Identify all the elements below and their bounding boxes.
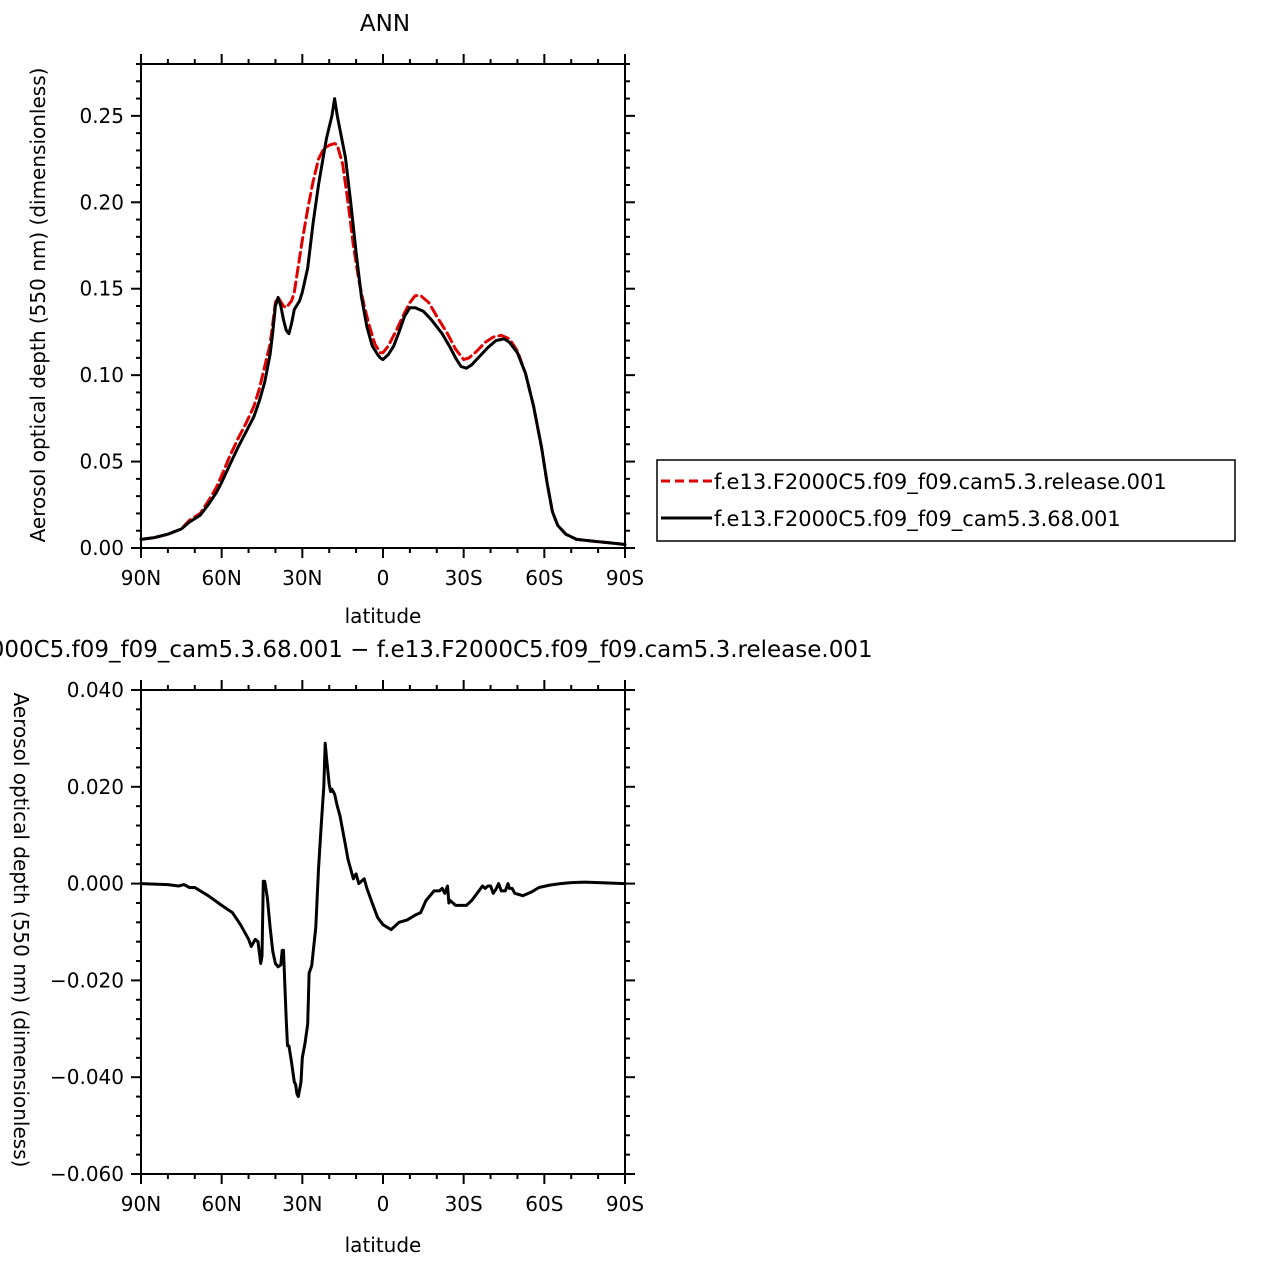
x-tick-label: 60N (201, 1192, 241, 1216)
legend-entry-cam5-3-68: f.e13.F2000C5.f09_f09_cam5.3.68.001 (714, 507, 1121, 532)
x-tick-label: 90S (606, 1192, 644, 1216)
y-tick-label: 0.20 (79, 190, 124, 214)
y-tick-label: −0.020 (50, 968, 124, 992)
y-tick-label: 0.10 (79, 363, 124, 387)
y-tick-label: 0.25 (79, 104, 124, 128)
x-tick-label: 0 (377, 1192, 390, 1216)
axis-ticks: 90N 60N 30N 0 30S 60S 90S −0.060 −0.040 −0.020 0.0… (50, 678, 644, 1216)
x-tick-label: 60S (525, 566, 563, 590)
y-tick-label: −0.060 (50, 1162, 124, 1186)
x-axis-label: latitude (345, 1233, 422, 1257)
series-lines (139, 97, 627, 546)
x-tick-label: 30S (445, 1192, 483, 1216)
legend: f.e13.F2000C5.f09_f09.cam5.3.release.001… (656, 459, 1236, 542)
panel-aod-difference: f.e13.F2000C5.f09_f09_cam5.3.68.001 − f.… (0, 637, 873, 1257)
x-tick-label: 90S (606, 566, 644, 590)
x-tick-label: 30N (282, 566, 322, 590)
x-tick-label: 90N (121, 1192, 161, 1216)
x-axis-label: latitude (345, 604, 422, 628)
chart-title: ANN (360, 11, 410, 37)
x-tick-label: 90N (121, 566, 161, 590)
y-tick-label: 0.020 (67, 775, 124, 799)
plot-frame (140, 689, 626, 1175)
plot-frame (140, 63, 626, 549)
series-line-0 (139, 741, 627, 1099)
y-axis-label: Aerosol optical depth (550 nm) (dimensio… (9, 693, 33, 1168)
legend-box (656, 459, 1236, 542)
y-tick-label: 0.15 (79, 277, 124, 301)
y-tick-label: 0.000 (67, 872, 124, 896)
x-tick-label: 60S (525, 1192, 563, 1216)
x-tick-label: 30S (445, 566, 483, 590)
y-tick-label: 0.05 (79, 450, 124, 474)
x-tick-label: 60N (201, 566, 241, 590)
series-lines (139, 741, 627, 1099)
y-axis-label: Aerosol optical depth (550 nm) (dimensio… (26, 68, 50, 543)
series-line-0 (139, 142, 627, 546)
y-tick-label: −0.040 (50, 1065, 124, 1089)
axis-ticks: 90N 60N 30N 0 30S 60S 90S 0.00 0.05 0.10 0.15 0.20 0… (79, 54, 644, 590)
x-tick-label: 0 (377, 566, 390, 590)
y-tick-label: 0.040 (67, 678, 124, 702)
panel-aod-annual: ANN Aerosol optical depth (550 nm) (dime… (26, 11, 644, 628)
y-tick-label: 0.00 (79, 536, 124, 560)
legend-entry-release: f.e13.F2000C5.f09_f09.cam5.3.release.001 (714, 470, 1167, 495)
x-tick-label: 30N (282, 1192, 322, 1216)
series-line-1 (139, 97, 627, 546)
chart-title: f.e13.F2000C5.f09_f09_cam5.3.68.001 − f.… (0, 637, 873, 663)
